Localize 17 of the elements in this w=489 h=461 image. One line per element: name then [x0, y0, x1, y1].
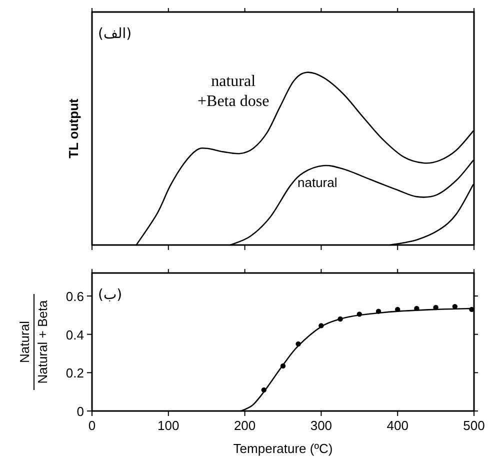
text: (الف)	[98, 26, 132, 42]
y-tick-label: 0.6	[66, 289, 84, 304]
x-tick-label: 300	[310, 418, 332, 433]
series-label: natural	[298, 174, 338, 190]
x-tick-label: 500	[463, 418, 485, 433]
x-tick-label: 100	[158, 418, 180, 433]
x-axis-title: Temperature (ºC)	[233, 441, 333, 456]
y-axis-title: Natural Natural + Beta	[17, 300, 50, 384]
y-axis-title: TL output	[66, 98, 81, 158]
x-tick-label: 400	[386, 418, 408, 433]
series-label: natural +Beta dose	[198, 72, 270, 110]
x-tick-label: 0	[88, 418, 96, 433]
y-tick-label: 0.4	[66, 327, 84, 342]
x-tick-label: 200	[234, 418, 256, 433]
y-tick-label: 0	[76, 404, 84, 419]
y-tick-label: 0.2	[66, 366, 84, 381]
annotation: (ب)	[98, 287, 122, 303]
